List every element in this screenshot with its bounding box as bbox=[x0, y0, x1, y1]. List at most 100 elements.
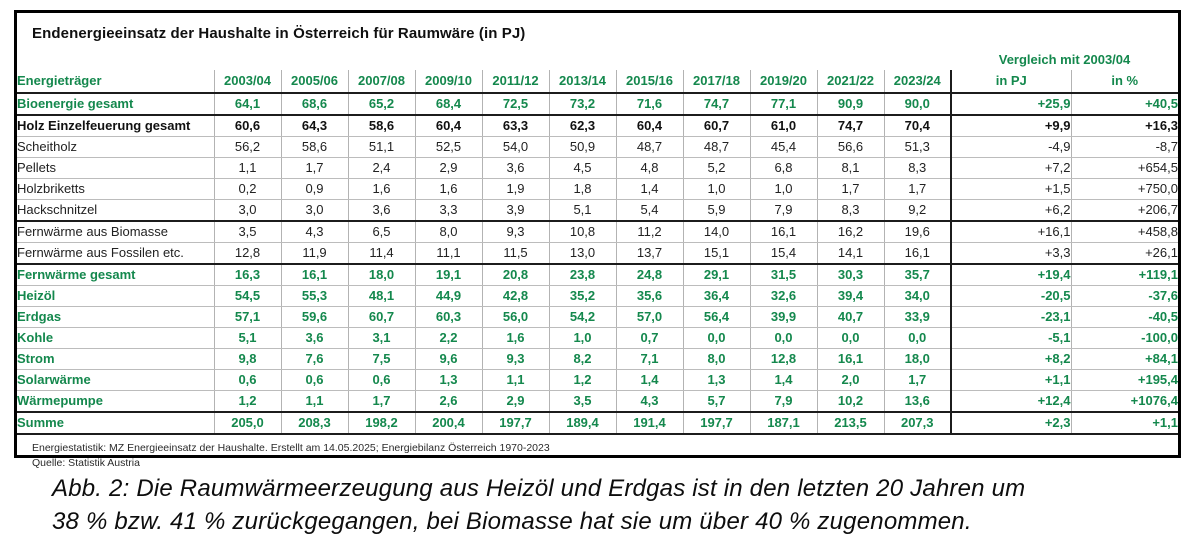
footnote-quelle: Quelle: Statistik Austria bbox=[32, 457, 140, 470]
year-value: 1,0 bbox=[750, 178, 818, 200]
year-value: 1,7 bbox=[817, 178, 885, 200]
year-value: 16,1 bbox=[281, 264, 349, 286]
row-label: Solarwärme bbox=[17, 369, 215, 391]
year-value: 208,3 bbox=[281, 412, 349, 435]
row-label: Fernwärme gesamt bbox=[17, 264, 215, 286]
table-row: Erdgas 57,1 59,6 60,7 60,3 56,0 54,2 57,0 56,4 39… bbox=[17, 306, 1178, 328]
column-header-year: 2017/18 bbox=[683, 70, 751, 94]
year-value: 35,6 bbox=[616, 285, 684, 307]
year-value: 19,1 bbox=[415, 264, 483, 286]
compare-percent-value: -37,6 bbox=[1071, 285, 1178, 307]
year-value: 48,7 bbox=[683, 136, 751, 158]
year-value: 54,0 bbox=[482, 136, 550, 158]
year-value: 2,4 bbox=[348, 157, 416, 179]
year-value: 0,6 bbox=[348, 369, 416, 391]
year-value: 42,8 bbox=[482, 285, 550, 307]
table-row: Wärmepumpe 1,2 1,1 1,7 2,6 2,9 3,5 4,3 5,7 7,9 10,… bbox=[17, 390, 1178, 413]
year-value: 3,0 bbox=[281, 199, 349, 222]
compare-header-row: Vergleich mit 2003/04 bbox=[17, 50, 1178, 70]
year-value: 64,3 bbox=[281, 115, 349, 137]
year-value: 54,2 bbox=[549, 306, 617, 328]
row-label: Fernwärme aus Biomasse bbox=[17, 221, 215, 243]
year-value: 63,3 bbox=[482, 115, 550, 137]
year-value: 1,1 bbox=[281, 390, 349, 413]
year-value: 58,6 bbox=[348, 115, 416, 137]
row-label: Holz Einzelfeuerung gesamt bbox=[17, 115, 215, 137]
year-value: 70,4 bbox=[884, 115, 952, 137]
year-value: 9,3 bbox=[482, 348, 550, 370]
year-value: 56,4 bbox=[683, 306, 751, 328]
table-row: Hackschnitzel 3,0 3,0 3,6 3,3 3,9 5,1 5,4 5,9 7,9… bbox=[17, 199, 1178, 222]
compare-pj-value: -5,1 bbox=[950, 327, 1072, 349]
year-value: 54,5 bbox=[214, 285, 282, 307]
year-value: 187,1 bbox=[750, 412, 818, 435]
year-value: 200,4 bbox=[415, 412, 483, 435]
year-value: 44,9 bbox=[415, 285, 483, 307]
header-spacer bbox=[17, 50, 951, 70]
year-value: 15,1 bbox=[683, 242, 751, 265]
year-value: 0,7 bbox=[616, 327, 684, 349]
compare-percent-value: +26,1 bbox=[1071, 242, 1178, 265]
table-row: Scheitholz 56,2 58,6 51,1 52,5 54,0 50,9 48,7 48… bbox=[17, 136, 1178, 158]
compare-header: Vergleich mit 2003/04 bbox=[998, 52, 1131, 67]
year-value: 57,0 bbox=[616, 306, 684, 328]
year-value: 8,0 bbox=[683, 348, 751, 370]
year-value: 7,9 bbox=[750, 390, 818, 413]
year-value: 0,2 bbox=[214, 178, 282, 200]
year-value: 51,3 bbox=[884, 136, 952, 158]
year-value: 3,0 bbox=[214, 199, 282, 222]
year-value: 8,1 bbox=[817, 157, 885, 179]
year-value: 50,9 bbox=[549, 136, 617, 158]
year-value: 64,1 bbox=[214, 93, 282, 116]
energy-table: Vergleich mit 2003/04 Energieträger 2003/… bbox=[17, 50, 1178, 435]
year-value: 5,9 bbox=[683, 199, 751, 222]
year-value: 9,8 bbox=[214, 348, 282, 370]
compare-pj-value: -20,5 bbox=[950, 285, 1072, 307]
table-row: Holzbriketts 0,2 0,9 1,6 1,6 1,9 1,8 1,4 1,0 1,0 1… bbox=[17, 178, 1178, 200]
column-header-year: 2003/04 bbox=[214, 70, 282, 94]
year-value: 0,0 bbox=[750, 327, 818, 349]
figure-caption: Abb. 2: Die Raumwärmeerzeugung aus Heizö… bbox=[52, 472, 1172, 538]
year-value: 0,0 bbox=[884, 327, 952, 349]
year-value: 1,7 bbox=[348, 390, 416, 413]
year-value: 3,6 bbox=[482, 157, 550, 179]
year-value: 1,3 bbox=[683, 369, 751, 391]
year-value: 40,7 bbox=[817, 306, 885, 328]
year-value: 2,9 bbox=[482, 390, 550, 413]
column-header-energietraeger: Energieträger bbox=[17, 70, 215, 94]
year-value: 1,3 bbox=[415, 369, 483, 391]
year-value: 3,5 bbox=[214, 221, 282, 243]
table-row: Solarwärme 0,6 0,6 0,6 1,3 1,1 1,2 1,4 1,3 1,4 2,0… bbox=[17, 369, 1178, 391]
year-value: 13,0 bbox=[549, 242, 617, 265]
table-row: Pellets 1,1 1,7 2,4 2,9 3,6 4,5 4,8 5,2 6,8 8,1 8,3… bbox=[17, 157, 1178, 179]
year-value: 16,3 bbox=[214, 264, 282, 286]
year-value: 74,7 bbox=[817, 115, 885, 137]
year-value: 52,5 bbox=[415, 136, 483, 158]
row-label: Erdgas bbox=[17, 306, 215, 328]
year-value: 19,6 bbox=[884, 221, 952, 243]
compare-pj-value: +2,3 bbox=[950, 412, 1072, 435]
row-label: Bioenergie gesamt bbox=[17, 93, 215, 116]
year-value: 1,6 bbox=[348, 178, 416, 200]
year-value: 68,6 bbox=[281, 93, 349, 116]
year-value: 39,9 bbox=[750, 306, 818, 328]
year-value: 0,9 bbox=[281, 178, 349, 200]
row-label: Kohle bbox=[17, 327, 215, 349]
compare-percent-value: +206,7 bbox=[1071, 199, 1178, 222]
compare-pj-value: +3,3 bbox=[950, 242, 1072, 265]
table-header: Vergleich mit 2003/04 Energieträger 2003/… bbox=[17, 50, 1178, 94]
table-title: Endenergieeinsatz der Haushalte in Öster… bbox=[32, 25, 526, 42]
year-value: 1,2 bbox=[214, 390, 282, 413]
year-value: 35,2 bbox=[549, 285, 617, 307]
compare-percent-value: -8,7 bbox=[1071, 136, 1178, 158]
year-value: 3,6 bbox=[281, 327, 349, 349]
year-value: 2,2 bbox=[415, 327, 483, 349]
year-value: 68,4 bbox=[415, 93, 483, 116]
row-label: Pellets bbox=[17, 157, 215, 179]
year-value: 8,0 bbox=[415, 221, 483, 243]
year-value: 1,7 bbox=[884, 369, 952, 391]
compare-pj-value: +1,1 bbox=[950, 369, 1072, 391]
year-value: 11,9 bbox=[281, 242, 349, 265]
year-value: 90,9 bbox=[817, 93, 885, 116]
year-value: 1,6 bbox=[482, 327, 550, 349]
